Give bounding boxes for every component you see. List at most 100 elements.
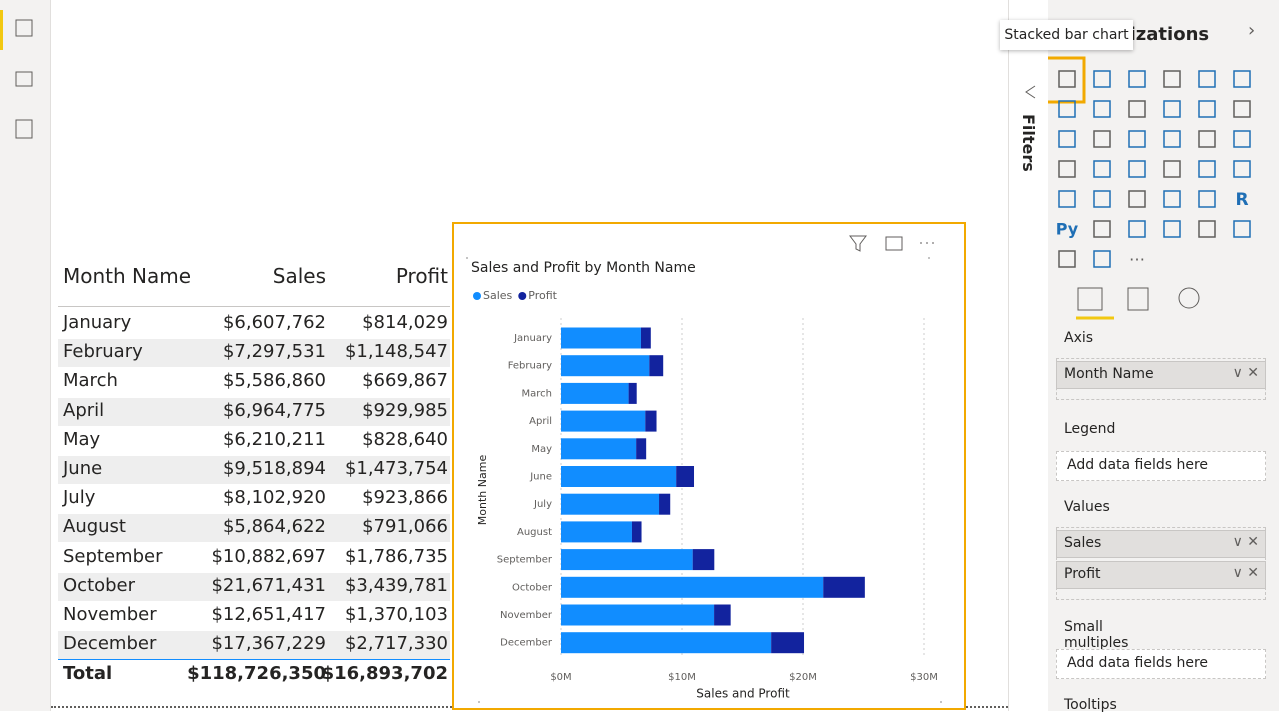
visual-icon[interactable] — [1093, 100, 1111, 118]
table-cell: May — [63, 428, 101, 450]
pill-controls[interactable]: ∨ ✕ — [1232, 365, 1259, 381]
filters-label[interactable]: Filters — [1019, 114, 1038, 172]
table-cell: October — [63, 574, 136, 596]
column-header: Month Name — [63, 264, 192, 288]
visual-icon[interactable] — [1128, 190, 1146, 208]
active-indicator — [0, 10, 3, 50]
visual-icon[interactable] — [1198, 100, 1216, 118]
field-pill[interactable]: Month Name ∨ ✕ — [1056, 361, 1266, 389]
total-cell: Total — [63, 663, 113, 684]
visual-icon[interactable] — [1058, 130, 1076, 148]
visual-icon[interactable] — [1198, 130, 1216, 148]
table-cell: $9,518,894 — [222, 458, 326, 479]
y-tick-label: July — [533, 499, 552, 510]
field-pill[interactable]: Profit ∨ ✕ — [1056, 561, 1266, 589]
pill-controls[interactable]: ∨ ✕ — [1232, 534, 1259, 550]
visual-icon[interactable] — [1093, 190, 1111, 208]
chart: Sales and Profit by Month Name Month Nam… — [465, 235, 945, 703]
table-header-line — [58, 306, 450, 307]
tooltip: Stacked bar chart — [1000, 20, 1133, 50]
chart-title: Sales and Profit by Month Name — [471, 260, 696, 276]
legend-marker — [473, 292, 481, 300]
visual-icon[interactable] — [1058, 100, 1076, 118]
bar — [561, 604, 715, 626]
icon-label[interactable]: R — [1235, 190, 1248, 210]
total-cell: $16,893,702 — [321, 663, 448, 684]
visual-icon[interactable] — [1233, 130, 1251, 148]
visual-icon[interactable] — [1093, 220, 1111, 238]
table-cell: January — [63, 312, 132, 333]
pill-controls[interactable]: ∨ ✕ — [1232, 565, 1259, 581]
y-tick-label: April — [529, 416, 552, 427]
visual-icon[interactable] — [1233, 100, 1251, 118]
x-axis-title: Sales and Profit — [696, 687, 790, 701]
visual-icon[interactable] — [1198, 190, 1216, 208]
report-icon[interactable] — [15, 19, 33, 37]
visual-icon[interactable] — [1233, 220, 1251, 238]
visual-icon[interactable] — [1128, 160, 1146, 178]
visual-icon[interactable] — [1128, 220, 1146, 238]
expand-chevron[interactable]: › — [1248, 20, 1256, 41]
collapse-icon[interactable] — [1023, 84, 1037, 100]
visual-icons[interactable]: R Py … — [1048, 56, 1279, 326]
visual-icon[interactable] — [1163, 70, 1181, 88]
visual-icon[interactable] — [1058, 250, 1076, 268]
icon-label[interactable]: Py — [1056, 220, 1079, 239]
well-label: Values — [1064, 499, 1110, 515]
visual-icon[interactable] — [1058, 160, 1076, 178]
visual-icon[interactable] — [1163, 220, 1181, 238]
filter-icon[interactable] — [849, 235, 867, 252]
visual-icon[interactable] — [1128, 130, 1146, 148]
data-icon[interactable] — [15, 71, 33, 87]
tab-format[interactable] — [1127, 287, 1149, 311]
filters-pane[interactable]: Filters — [1008, 0, 1049, 711]
visual-icon[interactable] — [1093, 70, 1111, 88]
y-tick-label: May — [531, 444, 552, 455]
visual-icon[interactable] — [1163, 190, 1181, 208]
field-pill[interactable]: Sales ∨ ✕ — [1056, 530, 1266, 558]
bar — [823, 576, 865, 598]
visual-icon[interactable] — [1198, 70, 1216, 88]
visual-icon[interactable] — [1163, 160, 1181, 178]
visual-icon[interactable] — [1093, 130, 1111, 148]
visual-frame[interactable] — [452, 222, 966, 710]
more-icon[interactable]: … — [1129, 246, 1145, 265]
nav-bar — [0, 0, 51, 711]
visual-icon[interactable] — [1093, 250, 1111, 268]
table-cell: $5,586,860 — [222, 370, 326, 392]
visual-icon[interactable] — [1198, 220, 1216, 238]
focus-icon[interactable] — [885, 236, 903, 251]
visual-header[interactable] — [849, 235, 934, 252]
y-tick-label: October — [512, 582, 553, 593]
table-cell: $2,717,330 — [344, 633, 448, 655]
visual-icon[interactable] — [1163, 100, 1181, 118]
table-cell: $814,029 — [362, 312, 448, 333]
drop-zone[interactable]: Add data fields here — [1056, 451, 1266, 481]
visual-icon[interactable] — [1058, 70, 1076, 88]
row-band — [58, 456, 450, 484]
bar — [561, 632, 772, 654]
table-cell: March — [63, 370, 118, 392]
visual-icon[interactable] — [1233, 70, 1251, 88]
visual-icon[interactable] — [1198, 160, 1216, 178]
bar — [636, 438, 647, 460]
visual-icon[interactable] — [1093, 160, 1111, 178]
tab-fields[interactable] — [1077, 287, 1103, 311]
visual-icon[interactable] — [1128, 100, 1146, 118]
bar — [561, 549, 693, 571]
visual-icon[interactable] — [1233, 160, 1251, 178]
table-cell: $10,882,697 — [211, 545, 326, 567]
visual-icon[interactable] — [1128, 70, 1146, 88]
bar — [561, 521, 632, 543]
selected-visual[interactable] — [1048, 56, 1086, 104]
bar — [628, 382, 637, 404]
table-cell: $12,651,417 — [211, 604, 326, 625]
visual-icon[interactable] — [1163, 130, 1181, 148]
visual-icon[interactable] — [1058, 190, 1076, 208]
row-band — [58, 514, 450, 543]
model-icon[interactable] — [15, 119, 33, 139]
nav-icons[interactable] — [14, 18, 36, 148]
tab-analytics[interactable] — [1178, 287, 1200, 309]
drop-zone[interactable]: Add data fields here — [1056, 649, 1266, 679]
table-cell: $8,102,920 — [222, 487, 326, 509]
